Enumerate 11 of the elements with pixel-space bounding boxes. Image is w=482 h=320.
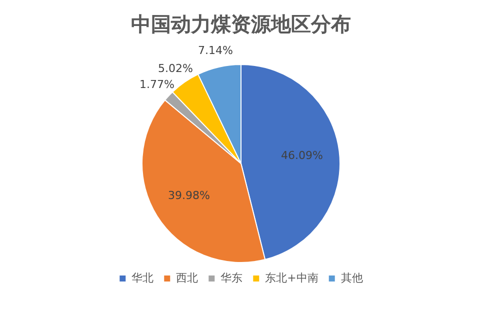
data-label: 1.77%: [139, 78, 174, 91]
legend-label: 西北: [176, 271, 198, 284]
legend-label: 华北: [132, 271, 154, 284]
legend-label: 东北+中南: [265, 271, 318, 284]
data-label: 5.02%: [158, 62, 193, 75]
data-label: 39.98%: [168, 188, 210, 202]
legend-label: 其他: [340, 271, 363, 284]
chart-title: 中国动力煤资源地区分布: [131, 12, 351, 36]
legend-label: 华东: [220, 271, 243, 284]
data-label: 46.09%: [280, 148, 323, 162]
data-label: 7.14%: [198, 44, 233, 58]
